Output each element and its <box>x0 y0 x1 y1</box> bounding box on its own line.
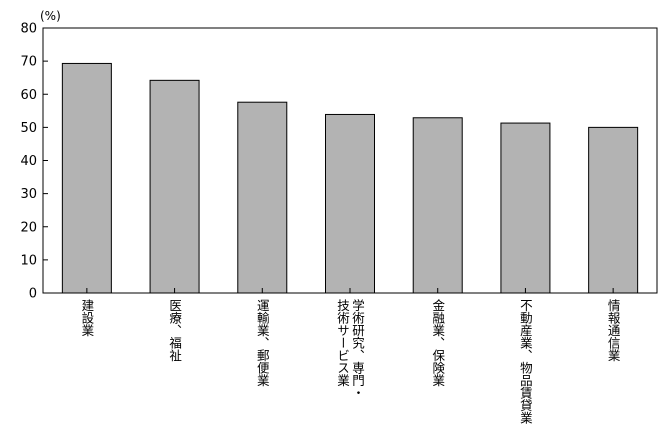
x-axis-labels: 建設業 医療、福祉 運輸業、郵便業 学術研究、専門・技術サービス業 金融業、保険業 不動産… <box>79 298 620 424</box>
bars <box>61 62 639 294</box>
bar <box>412 117 463 294</box>
x-category-label: 学術研究、専門・ <box>350 298 365 399</box>
y-axis: 0 10 20 30 40 50 60 70 80 <box>20 22 48 302</box>
plot-frame <box>42 27 658 294</box>
bar <box>325 113 375 294</box>
y-tick-label: 30 <box>20 187 37 202</box>
y-tick-label: 60 <box>20 88 37 103</box>
x-category-label: 医療、福祉 <box>167 299 182 362</box>
bar <box>500 122 551 294</box>
y-tick-label: 10 <box>20 253 37 268</box>
y-tick-label: 0 <box>29 287 37 302</box>
x-category-label: 不動産業、物品賃貸業 <box>518 299 533 424</box>
y-tick-label: 50 <box>20 121 37 136</box>
bar <box>237 101 288 294</box>
y-axis-unit-label: (%) <box>40 9 61 23</box>
x-category-label: 建設業 <box>79 299 94 337</box>
x-category-label: 技術サービス業 <box>335 299 350 387</box>
y-tick-label: 40 <box>20 154 37 169</box>
bar <box>588 126 639 294</box>
y-tick-label: 70 <box>20 55 37 70</box>
x-category-label: 情報通信業 <box>606 299 621 362</box>
y-tick-label: 20 <box>20 220 37 235</box>
bar <box>61 62 112 294</box>
x-category-label: 運輸業、郵便業 <box>255 299 270 387</box>
y-tick-label: 80 <box>20 22 37 37</box>
bar <box>149 79 200 294</box>
x-category-label: 金融業、保険業 <box>430 298 445 387</box>
